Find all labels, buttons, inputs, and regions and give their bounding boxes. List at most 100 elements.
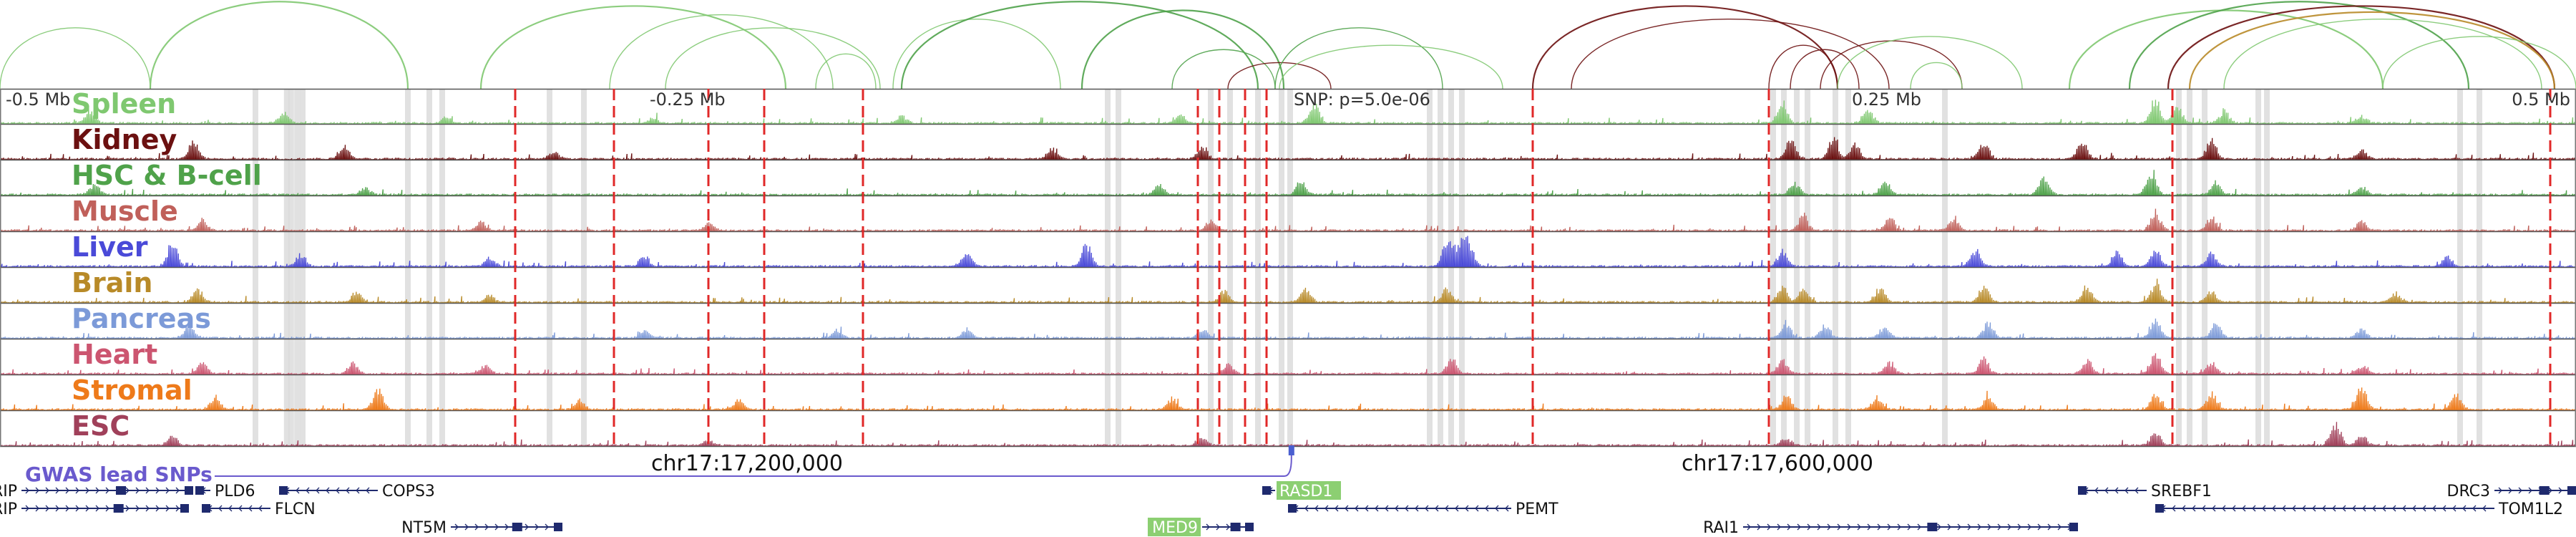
interaction-arc	[815, 53, 877, 90]
gene-mprip-strand-arrow	[85, 487, 89, 494]
signal-track-pancreas	[0, 318, 2576, 339]
interaction-arc	[900, 1, 1259, 90]
gene-tom1l2-strand-arrow	[2332, 505, 2336, 512]
gene-drc3-label: DRC3	[2447, 483, 2491, 500]
gene-mprip-strand-arrow	[105, 505, 109, 512]
gene-rai1-strand-arrow	[1987, 523, 1991, 531]
gene-drc3-exon	[2567, 486, 2576, 495]
gene-pemt-strand-arrow	[1355, 505, 1359, 512]
gene-rai1-strand-arrow	[2027, 523, 2031, 531]
gene-nt5m-strand-arrow	[504, 523, 509, 531]
gene-tom1l2-strand-arrow	[2372, 505, 2376, 512]
gene-med9-strand-arrow	[1216, 523, 1220, 531]
gene-mprip-strand-arrow	[105, 487, 109, 494]
gene-mprip-strand-arrow	[155, 487, 160, 494]
gene-mprip-exon	[180, 504, 189, 513]
gene-srebf1-strand-arrow	[2094, 487, 2099, 494]
gene-mprip-strand-arrow	[125, 487, 130, 494]
interaction-arc	[1768, 44, 1838, 90]
interaction-arc	[2068, 9, 2384, 90]
gene-mprip-strand-arrow	[45, 487, 49, 494]
gene-nt5m-strand-arrow	[545, 523, 549, 531]
gene-mprip-strand-arrow	[35, 505, 39, 512]
interaction-arc	[2167, 5, 2556, 90]
interaction-arc	[1531, 5, 1839, 90]
gene-rai1-strand-arrow	[1937, 523, 1941, 531]
axis-label-snp: SNP: p=5.0e-06	[1294, 90, 1430, 110]
gene-cops3-strand-arrow	[366, 487, 370, 494]
gene-tom1l2-strand-arrow	[2382, 505, 2386, 512]
gene-nt5m-exon	[512, 523, 522, 531]
gene-mprip-strand-arrow	[135, 487, 140, 494]
gene-srebf1-strand-arrow	[2114, 487, 2119, 494]
gene-pemt-strand-arrow	[1314, 505, 1319, 512]
gene-mprip-strand-arrow	[75, 505, 79, 512]
gene-mprip-exon	[185, 486, 193, 495]
gene-tom1l2-exon	[2155, 504, 2164, 513]
interaction-arc	[1571, 19, 1890, 90]
gene-rai1-strand-arrow	[1977, 523, 1981, 531]
gene-mprip-strand-arrow	[55, 487, 59, 494]
gene-tom1l2-strand-arrow	[2302, 505, 2306, 512]
gene-tom1l2-strand-arrow	[2322, 505, 2326, 512]
gene-srebf1-strand-arrow	[2135, 487, 2139, 494]
gene-flcn-label: FLCN	[275, 500, 316, 518]
gene-nt5m-strand-arrow	[474, 523, 479, 531]
interaction-arc	[1910, 62, 1963, 90]
gene-tom1l2-label: TOM1L2	[2498, 500, 2563, 518]
gene-rai1-strand-arrow	[1997, 523, 2001, 531]
gene-cops3-strand-arrow	[316, 487, 320, 494]
gene-rai1-strand-arrow	[1797, 523, 1801, 531]
track-label: ESC	[72, 410, 130, 442]
gene-nt5m-strand-arrow	[484, 523, 489, 531]
signal-track-liver	[0, 236, 2576, 267]
gene-med9-label: MED9	[1152, 519, 1198, 537]
gene-rai1-strand-arrow	[1877, 523, 1881, 531]
gene-tom1l2-strand-arrow	[2212, 505, 2216, 512]
gene-med9-strand-arrow	[1206, 523, 1210, 531]
interaction-arc	[0, 27, 151, 90]
gene-tom1l2-strand-arrow	[2172, 505, 2176, 512]
gene-rai1-strand-arrow	[1807, 523, 1811, 531]
axis-label-neg-0.5: -0.5 Mb	[6, 90, 70, 110]
gene-rai1-strand-arrow	[1867, 523, 1871, 531]
gene-rai1-strand-arrow	[1777, 523, 1781, 531]
gene-nt5m-label: NT5M	[401, 519, 447, 537]
interaction-arc	[1820, 40, 1963, 90]
gene-med9-exon	[1230, 523, 1241, 531]
gene-flcn-strand-arrow	[258, 505, 263, 512]
gwas-connector	[215, 451, 1292, 477]
gene-drc3-strand-arrow	[2508, 487, 2512, 494]
track-label: Spleen	[72, 88, 176, 120]
gene-flcn-strand-arrow	[218, 505, 223, 512]
gene-rai1-exon	[1927, 523, 1938, 531]
gene-rai1-strand-arrow	[1857, 523, 1861, 531]
track-label: Heart	[72, 339, 157, 370]
gene-rai1-strand-arrow	[2057, 523, 2062, 531]
gene-rai1-strand-arrow	[1917, 523, 1921, 531]
interaction-arc	[2223, 19, 2542, 90]
gene-mprip-exon	[113, 504, 124, 513]
gene-rai1-strand-arrow	[2047, 523, 2051, 531]
position-axis: -0.5 Mb -0.25 Mb SNP: p=5.0e-06 0.25 Mb 0.5 …	[6, 90, 2570, 110]
gene-tom1l2-strand-arrow	[2272, 505, 2276, 512]
gene-pemt-strand-arrow	[1324, 505, 1329, 512]
gene-tom1l2-strand-arrow	[2412, 505, 2416, 512]
track-label: Liver	[72, 231, 148, 263]
interaction-arc	[1837, 36, 2023, 90]
gene-pemt-exon	[1288, 504, 1297, 513]
interaction-arc	[1171, 49, 1276, 90]
gene-pemt-strand-arrow	[1455, 505, 1459, 512]
gene-pemt-strand-arrow	[1435, 505, 1439, 512]
gene-rasd1-highlight	[1277, 481, 1341, 500]
gene-srebf1-exon	[2078, 486, 2087, 495]
gene-flcn-exon	[202, 504, 210, 513]
gene-drc3-strand-arrow	[2498, 487, 2502, 494]
gene-rai1-strand-arrow	[1827, 523, 1831, 531]
gene-rai1-strand-arrow	[2007, 523, 2011, 531]
gene-cops3-strand-arrow	[306, 487, 310, 494]
gene-mprip-strand-arrow	[25, 487, 29, 494]
gene-pemt-strand-arrow	[1375, 505, 1379, 512]
gwas-label: GWAS lead SNPs	[25, 463, 213, 486]
interaction-arcs	[0, 1, 2576, 90]
